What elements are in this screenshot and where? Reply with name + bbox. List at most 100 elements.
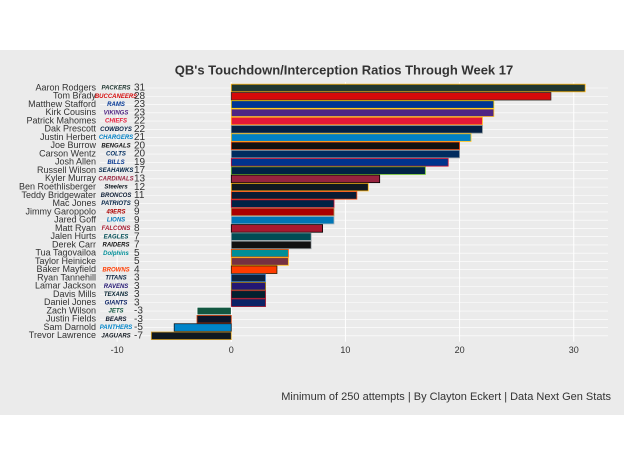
team-logo: TEXANS [104, 292, 128, 298]
bar [230, 199, 335, 208]
team-logo: CHARGERS [99, 135, 133, 141]
bar [230, 191, 358, 200]
team-logo: PANTHERS [100, 325, 133, 331]
bar [230, 265, 278, 274]
team-logo: BROWNS [102, 267, 129, 273]
value-label: 7 [134, 240, 140, 251]
value-label: 28 [134, 91, 146, 102]
bar [196, 315, 232, 324]
value-label: 9 [134, 198, 140, 209]
y-tick-label: Justin Herbert [40, 132, 97, 142]
bar [230, 290, 266, 299]
value-label: 11 [134, 190, 145, 201]
value-label: 3 [134, 273, 140, 284]
chart-title: QB's Touchdown/Interception Ratios Throu… [175, 62, 513, 77]
bar [173, 323, 232, 332]
value-label: -7 [134, 330, 143, 341]
team-logo: RAIDERS [102, 243, 129, 249]
y-tick-label: Mac Jones [52, 198, 96, 208]
x-tick-label: -10 [111, 345, 124, 355]
x-tick-label: 10 [340, 345, 350, 355]
team-logo: CHIEFS [105, 119, 127, 125]
team-logo: RAMS [107, 102, 125, 108]
value-label: 19 [134, 157, 146, 168]
y-tick-label: Taylor Heinicke [35, 256, 96, 266]
value-label: 3 [134, 281, 140, 292]
value-label: 3 [134, 297, 140, 308]
team-logo: SEAHAWKS [99, 168, 134, 174]
team-logo: RAVENS [104, 284, 129, 290]
value-label: -3 [134, 314, 143, 325]
y-tick-label: Justin Fields [46, 314, 97, 324]
y-tick-label: Sam Darnold [43, 322, 96, 332]
y-tick-label: Russell Wilson [37, 165, 96, 175]
y-tick-label: Matthew Stafford [28, 99, 96, 109]
bar [230, 125, 483, 134]
bar [230, 224, 324, 233]
bar [230, 298, 266, 307]
value-label: 20 [134, 140, 146, 151]
team-logo: GIANTS [105, 300, 128, 306]
y-tick-label: Ben Roethlisberger [19, 181, 96, 191]
value-label: 5 [134, 256, 140, 267]
x-tick-label: 30 [569, 345, 579, 355]
caption: Minimum of 250 attempts | By Clayton Eck… [281, 391, 611, 403]
value-label: 12 [134, 182, 146, 193]
value-label: 9 [134, 207, 140, 218]
y-tick-label: Zach Wilson [46, 305, 96, 315]
value-label: 3 [134, 289, 140, 300]
team-logo: COWBOYS [100, 127, 132, 133]
y-tick-label: Jalen Hurts [50, 231, 96, 241]
team-logo: BENGALS [101, 143, 130, 149]
value-label: 9 [134, 215, 140, 226]
value-label: 23 [134, 99, 146, 110]
y-tick-label: Trevor Lawrence [29, 330, 96, 340]
y-tick-label: Tua Tagovailoa [35, 248, 96, 258]
team-logo: JETS [108, 309, 123, 315]
bar [150, 331, 232, 340]
y-tick-label: Daniel Jones [44, 297, 97, 307]
bar [230, 92, 552, 101]
team-logo: BILLS [107, 160, 124, 166]
bar [230, 166, 426, 175]
value-label: 5 [134, 248, 140, 259]
y-tick-label: Kirk Cousins [45, 107, 96, 117]
bar [230, 182, 369, 192]
team-logo: 49ERS [105, 209, 125, 215]
team-logo: Dolphins [103, 251, 129, 257]
value-label: 21 [134, 132, 146, 143]
bar [230, 257, 289, 266]
team-logo: FALCONS [102, 226, 131, 232]
bar [230, 158, 449, 167]
bar [230, 141, 460, 151]
y-tick-label: Derek Carr [52, 239, 96, 249]
y-tick-label: Ryan Tannehill [37, 272, 96, 282]
bar [230, 232, 312, 241]
value-label: 20 [134, 149, 146, 160]
bar [230, 240, 312, 250]
value-label: 22 [134, 124, 146, 135]
bar [230, 273, 266, 283]
value-label: -5 [134, 322, 143, 333]
value-label: 13 [134, 174, 146, 185]
value-label: 31 [134, 83, 146, 94]
value-label: 4 [134, 264, 140, 275]
value-label: 22 [134, 116, 146, 127]
bar [230, 207, 335, 217]
team-logo: LIONS [107, 218, 125, 224]
bar [230, 100, 495, 109]
value-label: 17 [134, 165, 146, 176]
bar [230, 83, 586, 93]
y-tick-label: Matt Ryan [55, 223, 96, 233]
y-tick-label: Joe Burrow [50, 140, 96, 150]
team-logo: TITANS [105, 276, 126, 282]
team-logo: BUCCANEERS [95, 94, 137, 100]
team-logo: BEARS [105, 317, 126, 323]
value-label: 7 [134, 231, 140, 242]
value-label: 23 [134, 107, 146, 118]
team-logo: PATRIOTS [101, 201, 130, 207]
y-tick-label: Baker Mayfield [36, 264, 96, 274]
team-logo: CARDINALS [98, 176, 133, 182]
x-tick-label: 0 [229, 345, 234, 355]
x-tick-label: 20 [455, 345, 465, 355]
